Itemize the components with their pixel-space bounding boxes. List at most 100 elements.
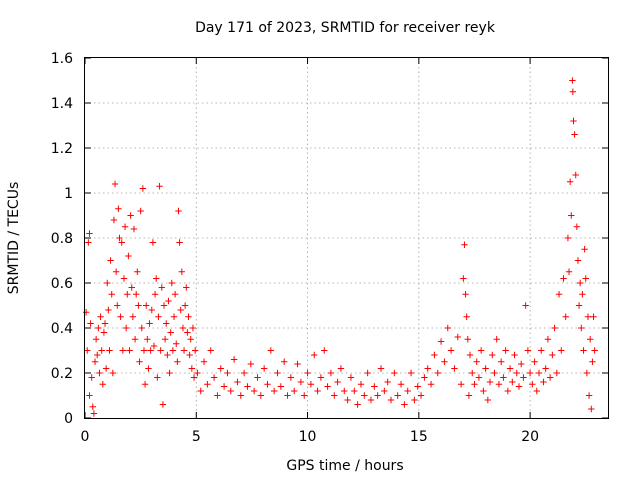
data-point — [128, 284, 135, 291]
data-point — [207, 347, 214, 354]
data-point — [447, 347, 455, 354]
data-point — [284, 392, 291, 399]
data-point — [132, 291, 140, 298]
data-point — [553, 369, 561, 377]
data-point — [119, 347, 127, 354]
plot-frame — [84, 57, 609, 419]
data-point — [163, 320, 170, 327]
data-point — [533, 387, 540, 395]
data-point — [546, 374, 554, 381]
data-point — [417, 392, 425, 399]
data-point — [187, 336, 194, 343]
data-point — [188, 365, 196, 372]
data-point — [304, 369, 311, 377]
data-point — [141, 381, 149, 388]
data-point — [112, 268, 120, 275]
data-point — [331, 392, 338, 399]
data-point — [143, 302, 150, 309]
data-point — [364, 369, 371, 377]
data-point — [585, 392, 593, 399]
data-point — [493, 336, 500, 343]
data-point — [387, 396, 395, 404]
data-point — [397, 381, 405, 388]
data-point — [344, 396, 351, 404]
data-point — [107, 257, 114, 264]
data-point — [214, 392, 221, 399]
data-point — [98, 347, 105, 354]
data-point — [154, 374, 161, 381]
data-point — [85, 239, 92, 246]
data-point — [581, 246, 588, 253]
data-point — [99, 381, 107, 388]
data-point — [89, 403, 96, 410]
data-point — [82, 309, 90, 316]
data-point — [367, 396, 375, 404]
data-point — [394, 392, 401, 399]
data-point — [580, 347, 587, 354]
data-point — [137, 207, 144, 215]
data-point — [347, 374, 355, 381]
data-point — [155, 313, 162, 320]
data-point — [558, 347, 565, 354]
y-tick-labels: 0 0.2 0.4 0.6 0.8 1 1.2 1.4 1.6 — [51, 51, 73, 427]
data-point — [135, 302, 142, 309]
data-point — [460, 275, 467, 282]
data-point — [189, 324, 197, 332]
data-point — [131, 336, 139, 343]
data-point — [264, 381, 271, 388]
data-point — [471, 381, 478, 388]
data-point — [391, 369, 398, 377]
data-point — [497, 358, 505, 365]
data-point — [549, 351, 556, 359]
data-point — [110, 216, 118, 224]
data-point — [480, 387, 487, 395]
data-point — [354, 401, 361, 408]
data-point — [509, 378, 516, 386]
x-tick-label: 20 — [521, 429, 539, 445]
data-point — [168, 279, 175, 287]
data-point — [531, 358, 538, 365]
data-point — [127, 212, 134, 219]
data-point — [126, 347, 133, 354]
data-point — [134, 268, 141, 275]
data-point — [164, 351, 171, 359]
grid — [85, 58, 608, 418]
data-point — [371, 383, 378, 390]
data-point — [475, 374, 483, 381]
data-point — [489, 351, 496, 359]
data-point — [88, 374, 95, 381]
data-point — [466, 351, 474, 359]
data-point — [197, 387, 204, 395]
data-point — [170, 313, 178, 320]
x-tick-label: 15 — [410, 429, 428, 445]
data-point — [317, 374, 325, 381]
data-point — [108, 291, 115, 298]
data-point — [91, 358, 99, 365]
data-point — [570, 117, 577, 125]
data-points — [82, 77, 598, 417]
data-point — [191, 347, 199, 354]
data-point — [129, 313, 137, 320]
data-point — [414, 383, 421, 390]
data-point — [175, 207, 182, 215]
data-point — [166, 369, 173, 377]
data-point — [374, 392, 381, 399]
data-point — [136, 358, 143, 365]
data-point — [121, 223, 129, 230]
data-point — [139, 185, 147, 192]
data-point — [311, 351, 318, 359]
data-point — [538, 347, 545, 354]
data-point — [586, 336, 594, 343]
y-axis-label: SRMTID / TECUs — [6, 182, 22, 295]
data-point — [451, 365, 458, 372]
data-point — [473, 358, 480, 365]
data-point — [427, 381, 435, 388]
data-point — [297, 378, 305, 386]
data-point — [314, 387, 321, 395]
data-point — [171, 291, 179, 298]
data-point — [515, 383, 523, 390]
data-point — [94, 351, 101, 359]
data-point — [204, 381, 211, 388]
data-point — [247, 360, 255, 368]
data-point — [462, 291, 469, 298]
